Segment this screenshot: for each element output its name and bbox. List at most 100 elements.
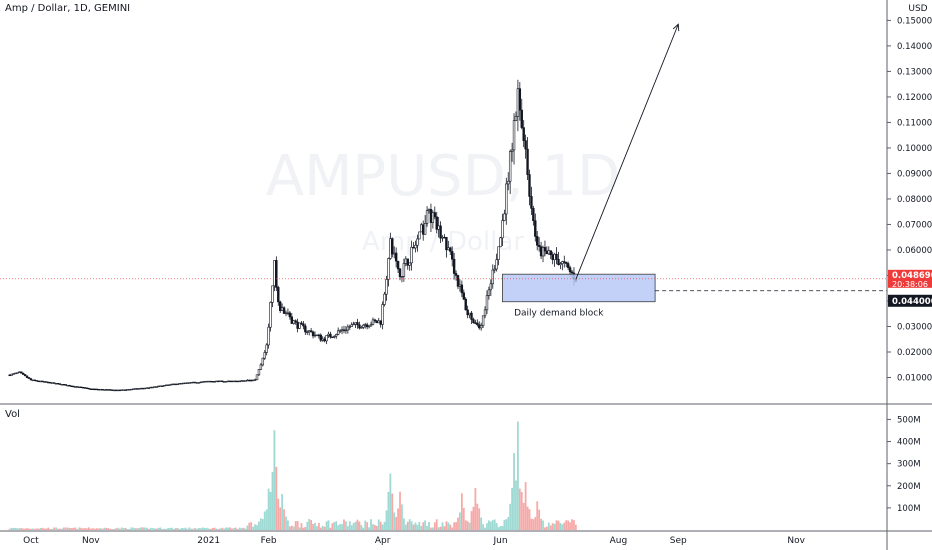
candle-body xyxy=(288,312,292,318)
volume-bar xyxy=(209,528,212,530)
volume-bar xyxy=(462,507,465,530)
volume-bar xyxy=(364,520,367,530)
x-tick-label: 2021 xyxy=(197,536,220,546)
volume-bar xyxy=(480,517,483,530)
volume-bar xyxy=(571,519,573,530)
volume-bar xyxy=(422,522,425,530)
candle-body xyxy=(193,381,197,384)
candle-body xyxy=(536,236,539,246)
candle-body xyxy=(230,380,234,383)
candle-body xyxy=(8,374,11,377)
volume-bar xyxy=(130,527,133,530)
candle-body xyxy=(64,384,67,386)
candle-body xyxy=(174,383,178,386)
candle-body xyxy=(197,382,201,384)
volume-bar xyxy=(451,527,454,530)
candle-body xyxy=(352,323,355,326)
volume-bar xyxy=(37,528,40,530)
volume-bar xyxy=(402,518,405,530)
volume-bar xyxy=(91,528,94,530)
volume-bar xyxy=(59,528,61,530)
candle-body xyxy=(505,183,508,215)
candle-body xyxy=(178,383,181,385)
candle-body xyxy=(190,382,193,384)
candle-body xyxy=(114,389,118,392)
candle-body xyxy=(360,327,363,329)
volume-bar xyxy=(281,494,284,530)
volume-bar xyxy=(256,525,258,530)
candle-body xyxy=(568,267,572,273)
volume-tick-label: 300M xyxy=(897,460,921,470)
candle-body xyxy=(371,319,375,325)
volume-bar xyxy=(383,521,386,530)
candle-body xyxy=(416,238,419,246)
candle-body xyxy=(381,304,384,325)
candle-body xyxy=(126,389,129,391)
volume-bar xyxy=(283,509,285,530)
volume-bar xyxy=(109,528,112,530)
volume-bar xyxy=(198,528,200,530)
candle-body xyxy=(219,380,222,382)
volume-bar xyxy=(87,527,90,530)
volume-bar xyxy=(169,527,171,530)
volume-bar xyxy=(360,525,363,530)
volume-bar xyxy=(354,521,357,530)
volume-bar xyxy=(64,527,67,530)
candle-body xyxy=(207,380,210,383)
x-tick-label: Apr xyxy=(375,536,391,546)
candle-body xyxy=(161,385,164,387)
candle-body xyxy=(348,326,351,328)
volume-bar xyxy=(445,521,448,530)
candle-body xyxy=(280,307,284,311)
candle-body xyxy=(563,261,566,263)
volume-bar xyxy=(151,528,154,530)
volume-bar xyxy=(464,520,467,530)
candle-body xyxy=(62,383,65,386)
candle-body xyxy=(211,381,214,383)
candle-body xyxy=(321,338,324,341)
candle-body xyxy=(364,324,367,326)
candle-body xyxy=(147,387,150,389)
volume-bar xyxy=(495,523,498,530)
volume-bar xyxy=(145,527,148,530)
volume-bar xyxy=(449,524,452,530)
volume-bar xyxy=(271,472,274,530)
candle-body xyxy=(520,109,523,128)
volume-tick-label: 500M xyxy=(897,415,921,425)
candle-body xyxy=(134,388,137,390)
candle-body xyxy=(532,208,535,221)
volume-bar xyxy=(534,517,537,530)
candle-body xyxy=(49,381,52,384)
volume-bar xyxy=(275,466,278,530)
candle-body xyxy=(420,224,423,233)
candle-body xyxy=(250,379,253,382)
candle-body xyxy=(307,330,311,333)
candle-body xyxy=(524,140,527,150)
candle-body xyxy=(70,385,73,387)
volume-bar xyxy=(115,528,117,530)
volume-bar xyxy=(478,508,481,530)
volume-bar xyxy=(207,528,210,530)
volume-bar xyxy=(395,517,398,530)
candle-body xyxy=(454,273,458,276)
candle-body xyxy=(510,149,514,152)
volume-bar xyxy=(68,527,71,530)
candle-body xyxy=(255,374,259,381)
candle-body xyxy=(507,180,510,185)
volume-bar xyxy=(563,522,566,530)
candle-body xyxy=(91,388,94,390)
candle-body xyxy=(18,371,21,373)
volume-bar xyxy=(74,527,77,530)
candle-body xyxy=(153,386,156,388)
candle-body xyxy=(456,275,460,287)
candle-body xyxy=(394,252,398,262)
candle-body xyxy=(282,307,286,314)
volume-bar xyxy=(244,528,247,530)
candle-body xyxy=(462,292,465,300)
candle-body xyxy=(522,127,525,141)
